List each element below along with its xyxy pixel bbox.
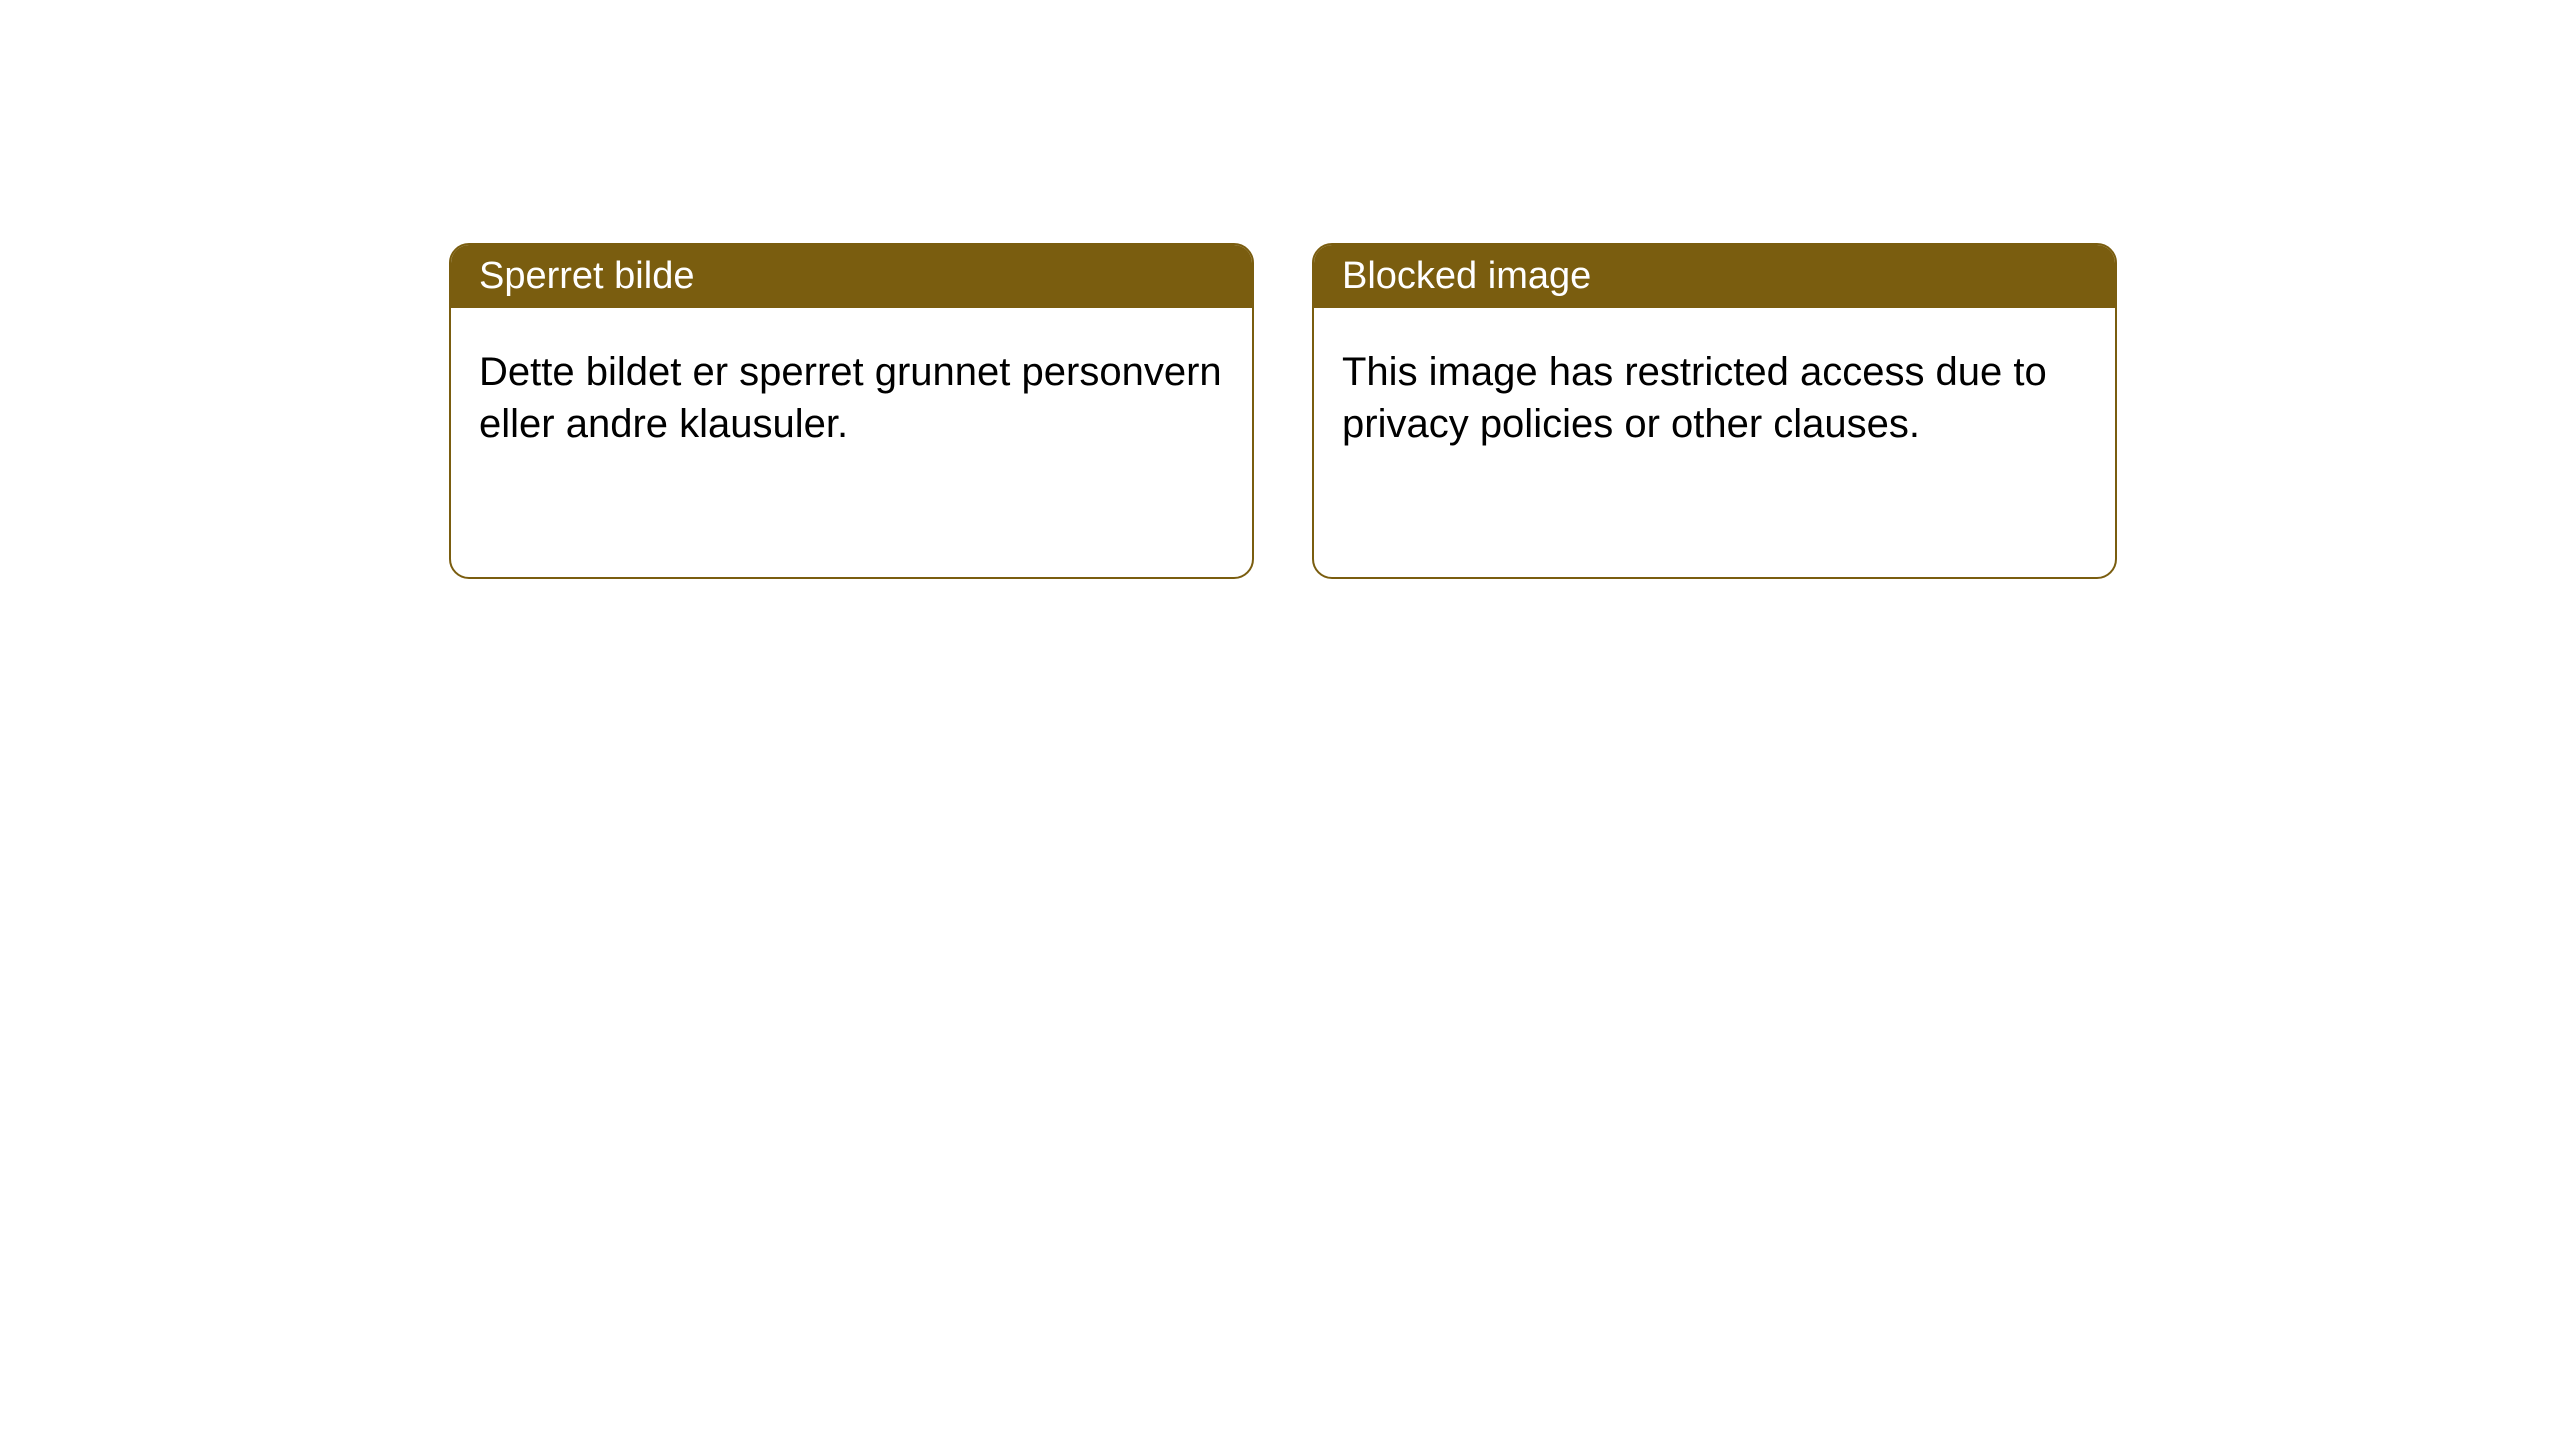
card-title: Sperret bilde — [479, 255, 694, 297]
blocked-image-card-english: Blocked image This image has restricted … — [1312, 243, 2117, 579]
card-body-text: This image has restricted access due to … — [1342, 350, 2047, 446]
card-header: Sperret bilde — [451, 245, 1252, 308]
card-body: This image has restricted access due to … — [1314, 308, 2115, 488]
cards-container: Sperret bilde Dette bildet er sperret gr… — [0, 0, 2560, 579]
card-header: Blocked image — [1314, 245, 2115, 308]
card-title: Blocked image — [1342, 255, 1591, 297]
blocked-image-card-norwegian: Sperret bilde Dette bildet er sperret gr… — [449, 243, 1254, 579]
card-body: Dette bildet er sperret grunnet personve… — [451, 308, 1252, 488]
card-body-text: Dette bildet er sperret grunnet personve… — [479, 350, 1222, 446]
